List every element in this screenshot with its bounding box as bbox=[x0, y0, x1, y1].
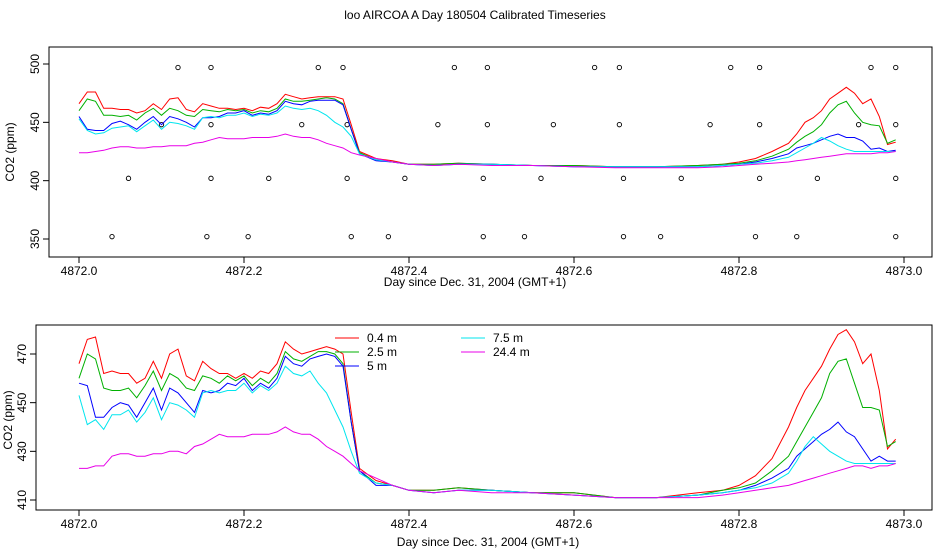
data-marker bbox=[707, 122, 713, 128]
bottom-ylabel: CO2 (ppm) bbox=[1, 390, 15, 449]
chart-title: loo AIRCOA A Day 180504 Calibrated Times… bbox=[344, 8, 605, 22]
bottom-ytick-label: 410 bbox=[15, 490, 29, 510]
data-marker bbox=[538, 175, 544, 181]
top-ytick-label: 500 bbox=[28, 54, 42, 74]
data-marker bbox=[385, 234, 392, 240]
data-marker bbox=[616, 122, 623, 128]
data-marker bbox=[893, 175, 899, 181]
top-axes: 4872.0 4872.2 4872.4 4872.6 4872.8 4873.0 350 4… bbox=[28, 54, 923, 278]
top-series-2-5-m bbox=[78, 97, 896, 168]
data-marker bbox=[340, 64, 346, 71]
data-marker bbox=[208, 175, 214, 181]
top-ylabel: CO2 (ppm) bbox=[3, 122, 17, 181]
top-series-24-4-m bbox=[79, 133, 896, 169]
bottom-axes: 4872.0 4872.2 4872.4 4872.6 4872.8 4873.0 410 4… bbox=[15, 344, 923, 531]
data-marker bbox=[893, 234, 899, 240]
legend-label: 2.5 m bbox=[367, 345, 397, 359]
top-markers bbox=[109, 64, 899, 240]
top-ytick-label: 450 bbox=[28, 112, 42, 132]
bottom-series-2-5-m bbox=[78, 350, 896, 499]
data-marker bbox=[756, 64, 763, 71]
data-marker bbox=[728, 64, 734, 71]
data-marker bbox=[125, 175, 132, 181]
data-marker bbox=[175, 64, 181, 71]
legend-label: 0.4 m bbox=[367, 331, 397, 345]
data-marker bbox=[245, 234, 251, 240]
top-panel: Day since Dec. 31, 2004 (GMT+1) CO2 (ppm… bbox=[3, 46, 933, 289]
data-marker bbox=[480, 175, 486, 181]
bottom-xlabel: Day since Dec. 31, 2004 (GMT+1) bbox=[397, 535, 579, 549]
bottom-lines bbox=[78, 329, 897, 499]
data-marker bbox=[620, 234, 627, 240]
top-xtick-label: 4872.0 bbox=[61, 264, 98, 278]
data-marker bbox=[435, 122, 441, 128]
top-lines bbox=[78, 86, 896, 169]
data-marker bbox=[315, 64, 321, 71]
data-marker bbox=[204, 234, 210, 240]
bottom-xtick-label: 4872.4 bbox=[391, 517, 428, 531]
data-marker bbox=[344, 175, 350, 181]
data-marker bbox=[521, 234, 528, 240]
data-marker bbox=[158, 122, 165, 128]
bottom-series-0-4-m bbox=[78, 329, 897, 499]
bottom-series-5-m bbox=[78, 353, 896, 499]
bottom-ytick-label: 450 bbox=[15, 392, 29, 412]
top-series-0-4-m bbox=[78, 86, 896, 168]
data-marker bbox=[616, 64, 623, 71]
data-marker bbox=[893, 64, 899, 71]
top-xtick-label: 4872.6 bbox=[556, 264, 593, 278]
top-xtick-label: 4872.4 bbox=[391, 264, 428, 278]
data-marker bbox=[620, 175, 627, 181]
top-plot-frame bbox=[48, 46, 933, 258]
bottom-series-7-5-m bbox=[78, 365, 896, 499]
data-marker bbox=[550, 122, 557, 128]
data-marker bbox=[348, 234, 354, 240]
bottom-xtick-label: 4872.2 bbox=[226, 517, 263, 531]
bottom-panel: Day since Dec. 31, 2004 (GMT+1) CO2 (ppm… bbox=[1, 324, 933, 549]
top-series-5-m bbox=[78, 99, 896, 168]
data-marker bbox=[855, 122, 862, 128]
data-marker bbox=[814, 175, 821, 181]
data-marker bbox=[868, 64, 874, 71]
top-xlabel: Day since Dec. 31, 2004 (GMT+1) bbox=[384, 275, 566, 289]
bottom-xtick-label: 4872.8 bbox=[721, 517, 758, 531]
data-marker bbox=[756, 175, 763, 181]
top-series-7-5-m bbox=[78, 105, 896, 168]
bottom-xtick-label: 4872.6 bbox=[556, 517, 593, 531]
bottom-plot-frame bbox=[35, 324, 933, 511]
legend-label: 7.5 m bbox=[493, 331, 523, 345]
top-xtick-label: 4872.8 bbox=[721, 264, 758, 278]
data-marker bbox=[266, 175, 272, 181]
data-marker bbox=[208, 64, 214, 71]
data-marker bbox=[402, 175, 408, 181]
top-xtick-label: 4873.0 bbox=[886, 264, 923, 278]
data-marker bbox=[893, 122, 899, 128]
data-marker bbox=[451, 64, 458, 71]
legend-label: 5 m bbox=[367, 359, 387, 373]
data-marker bbox=[794, 234, 800, 240]
top-ytick-label: 400 bbox=[28, 170, 42, 190]
data-marker bbox=[678, 175, 684, 181]
data-marker bbox=[480, 234, 486, 240]
legend-label: 24.4 m bbox=[493, 345, 530, 359]
data-marker bbox=[752, 234, 759, 240]
data-marker bbox=[484, 122, 491, 128]
data-marker bbox=[591, 64, 598, 71]
bottom-xtick-label: 4872.0 bbox=[61, 517, 98, 531]
top-ytick-label: 350 bbox=[28, 229, 42, 249]
data-marker bbox=[657, 234, 664, 240]
top-xtick-label: 4872.2 bbox=[226, 264, 263, 278]
data-marker bbox=[208, 122, 214, 128]
bottom-ytick-label: 430 bbox=[15, 441, 29, 461]
data-marker bbox=[484, 64, 491, 71]
bottom-xtick-label: 4873.0 bbox=[886, 517, 923, 531]
data-marker bbox=[299, 122, 305, 128]
bottom-series-24-4-m bbox=[79, 426, 896, 499]
data-marker bbox=[756, 122, 763, 128]
bottom-ytick-label: 470 bbox=[15, 344, 29, 364]
legend: 0.4 m2.5 m5 m 7.5 m24.4 m bbox=[335, 331, 530, 373]
data-marker bbox=[109, 234, 115, 240]
